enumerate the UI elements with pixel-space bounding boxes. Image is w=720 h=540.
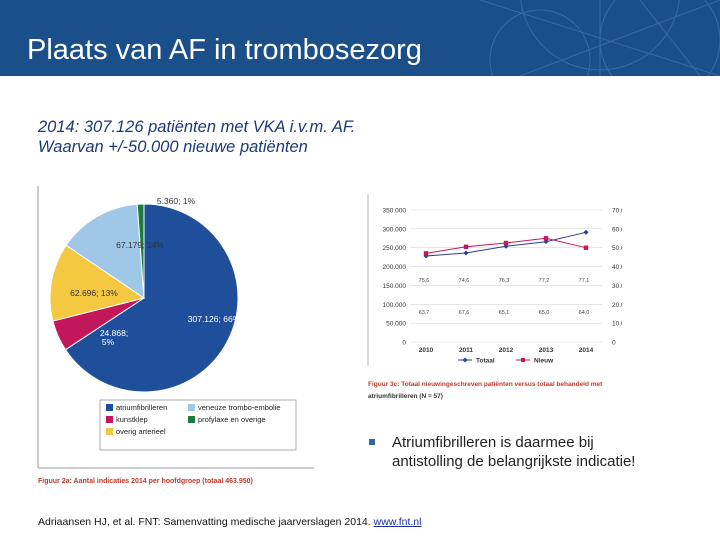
line-caption-2: atriumfibrilleren (N = 57) (368, 393, 443, 400)
series-point-totaal (463, 250, 469, 256)
bullet-text: Atriumfibrilleren is daarmee bij antisto… (392, 434, 636, 470)
x-axis-tick: 2012 (499, 347, 514, 354)
right-axis-tick: 10.000 (612, 321, 622, 328)
pie-slice-overig-arterieel (49, 244, 146, 322)
left-axis-tick: 0 (402, 340, 406, 347)
legend-marker (462, 357, 468, 363)
citation-text: Adriaansen HJ, et al. FNT: Samenvatting … (38, 516, 371, 528)
pie-label: 307.126; 66% (188, 314, 241, 324)
data-label: 75,6 (419, 278, 430, 284)
pie-label: 67.179; 14% (116, 240, 164, 250)
left-axis-tick: 150.000 (383, 283, 407, 290)
legend-label: kunstklep (116, 415, 148, 424)
series-point-nieuw (583, 245, 589, 250)
legend-marker (521, 358, 525, 362)
legend-swatch (106, 416, 113, 423)
series-point-nieuw (503, 240, 509, 246)
subtitle-line-2: Waarvan +/-50.000 nieuwe patiënten (38, 138, 308, 156)
pie-chart: 307.126; 66% 24.868; 5% 62.696; 13% 67.179; … (37, 186, 314, 485)
legend-label: veneuze trombo-embolie (198, 403, 281, 412)
x-axis-tick: 2010 (419, 347, 434, 354)
legend-label: Nieuw (534, 358, 554, 365)
left-axis-tick: 250.000 (383, 245, 407, 252)
legend-swatch (106, 404, 113, 411)
header-decoration (479, 0, 720, 76)
x-axis-tick: 2011 (459, 347, 473, 354)
pie-slice-profylaxe-en-overige (136, 203, 145, 299)
data-label: 64,0 (579, 310, 590, 316)
data-label: 65,0 (539, 310, 550, 316)
left-axis-tick: 50.000 (386, 321, 406, 328)
source-link[interactable]: www.fnt.nl (373, 516, 422, 528)
left-axis-tick: 100.000 (383, 302, 407, 309)
line-chart-figure: 0 50.000 100.000 150.000 200.000 250.000 300.0… (366, 194, 632, 404)
x-axis-tick: 2013 (539, 347, 554, 354)
right-axis-tick: 0 (612, 340, 616, 347)
right-axis-tick: 20.000 (612, 302, 622, 309)
slide-title: Plaats van AF in trombosezorg (27, 34, 422, 66)
pie-legend-box (99, 399, 297, 451)
legend-label: profylaxe en overige (198, 415, 266, 424)
line-caption-1: Figuur 3c: Totaal nieuwingeschreven pati… (368, 381, 603, 388)
series-point-totaal (423, 253, 429, 259)
legend-swatch (106, 428, 113, 435)
slide-subtitle: 2014: 307.126 patiënten met VKA i.v.m. A… (38, 117, 355, 157)
right-axis-tick: 50.000 (612, 245, 622, 252)
pie-label: 62.696; 13% (70, 288, 118, 298)
data-label: 67,6 (459, 310, 470, 316)
right-axis-tick: 30.000 (612, 283, 622, 290)
data-label: 76,3 (499, 278, 510, 284)
footer-citation: Adriaansen HJ, et al. FNT: Samenvatting … (38, 516, 421, 528)
right-axis-tick: 70.000 (612, 208, 622, 215)
legend-swatch (188, 416, 195, 423)
legend-label: atriumfibrilleren (116, 403, 167, 412)
series-point-nieuw (463, 244, 469, 249)
data-label: 63,7 (419, 310, 430, 316)
pie-label: 24.868; 5% (100, 328, 128, 347)
legend-label: overig arterieel (116, 427, 166, 436)
pie-caption: Figuur 2a: Aantal indicaties 2014 per ho… (38, 478, 253, 485)
left-axis-tick: 300.000 (383, 226, 407, 233)
data-label: 77,2 (539, 278, 550, 284)
series-point-totaal (583, 229, 589, 235)
legend-swatch (188, 404, 195, 411)
pie-slice-veneuze-trombo-embolie (65, 203, 145, 299)
data-label: 77,1 (579, 278, 590, 284)
data-label: 65,1 (499, 310, 510, 316)
bullet-point: Atriumfibrilleren is daarmee bij antisto… (366, 433, 666, 471)
left-axis-tick: 350.000 (383, 208, 407, 215)
right-axis-tick: 40.000 (612, 264, 622, 271)
pie-label: 5.360; 1% (157, 196, 196, 206)
subtitle-line-1: 2014: 307.126 patiënten met VKA i.v.m. A… (38, 118, 356, 136)
title-bar: Plaats van AF in trombosezorg (0, 0, 720, 76)
pie-chart-figure: 307.126; 66% 24.868; 5% 62.696; 13% 67.179; … (36, 186, 316, 488)
bullet-marker (369, 439, 375, 445)
x-axis-tick: 2014 (579, 347, 594, 354)
data-label: 74,6 (459, 278, 470, 284)
pie-slice-atriumfibrilleren (64, 203, 239, 393)
series-point-totaal (543, 239, 549, 245)
series-point-nieuw (423, 251, 429, 256)
line-chart: 0 50.000 100.000 150.000 200.000 250.000 300.0… (367, 194, 632, 400)
right-axis-tick: 60.000 (612, 226, 622, 233)
legend-label: Totaal (476, 358, 495, 365)
series-point-nieuw (543, 236, 549, 241)
left-axis-tick: 200.000 (383, 264, 407, 271)
